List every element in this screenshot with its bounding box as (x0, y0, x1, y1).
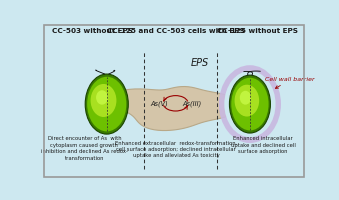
Text: As(III): As(III) (182, 100, 202, 107)
Text: Enhanced extracellular  redox-transformation,
cell surface adsorption; declined : Enhanced extracellular redox-transformat… (115, 140, 238, 158)
Ellipse shape (224, 71, 276, 137)
Ellipse shape (240, 91, 251, 105)
Ellipse shape (230, 75, 271, 133)
Text: CC-125 and CC-503 cells with EPS: CC-125 and CC-503 cells with EPS (107, 28, 245, 34)
Text: CC-503 without EPS: CC-503 without EPS (52, 28, 133, 34)
Text: As(V): As(V) (151, 100, 168, 107)
Ellipse shape (85, 74, 128, 134)
Polygon shape (112, 87, 242, 131)
Text: Cell wall barrier: Cell wall barrier (264, 77, 314, 82)
Text: EPS: EPS (191, 58, 209, 68)
Text: CC-125 without EPS: CC-125 without EPS (217, 28, 298, 34)
Ellipse shape (87, 77, 126, 131)
Text: Direct encounter of As  with
cytoplasm caused growth
inhibition and declined As : Direct encounter of As with cytoplasm ca… (41, 136, 128, 161)
Ellipse shape (235, 85, 259, 117)
Ellipse shape (96, 90, 108, 105)
Text: Enhanced intracellular
uptake and declined cell
surface adsorption: Enhanced intracellular uptake and declin… (231, 136, 296, 154)
Ellipse shape (231, 78, 268, 130)
Ellipse shape (91, 84, 116, 117)
